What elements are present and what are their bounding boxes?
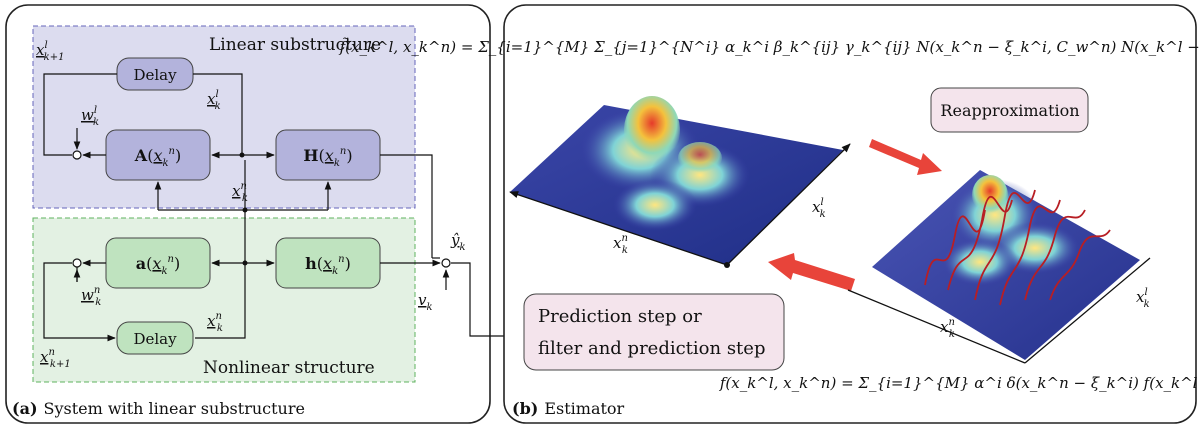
sum-node-nonlinear <box>72 258 82 268</box>
delay-block-bottom <box>116 321 194 355</box>
red-arrow-prediction <box>768 253 855 291</box>
left-axis-xl-label: xl k <box>812 197 826 220</box>
formula-top: f̃(x_k^l, x_k^n) = Σ_{i=1}^{M} Σ_{j=1}^{… <box>339 38 1202 56</box>
right-axis-xn-label: xn k <box>940 317 955 340</box>
panel-a: Linear substructure Nonlinear structure … <box>5 4 515 424</box>
left-surface-peak-2 <box>678 142 722 174</box>
right-axis-xl <box>1024 257 1151 364</box>
label-xl-k: xl k <box>207 89 221 112</box>
sum-node-linear <box>72 150 82 160</box>
label-xl-k1: xl k+1 <box>36 40 64 63</box>
delay-top-label: Delay <box>133 66 177 84</box>
sum-node-output <box>441 258 451 268</box>
label-xn-k-mid: xn k <box>232 181 248 204</box>
label-xn-k-bottom: xn k <box>207 311 223 334</box>
left-axis-xl <box>726 143 851 266</box>
label-y-hat: ŷk <box>450 231 466 253</box>
left-origin <box>724 262 730 268</box>
block-h-label: h(xkn) <box>305 254 351 277</box>
right-axis-xl-label: xl k <box>1136 287 1150 310</box>
block-H-label: H(xkn) <box>303 146 352 169</box>
label-v-k: vk <box>418 291 433 313</box>
nonlinear-wiring <box>43 210 515 342</box>
linear-title: Linear substructure <box>209 35 381 55</box>
prediction-box <box>523 293 785 371</box>
delay-bottom-label: Delay <box>133 330 177 348</box>
right-axis-xn <box>847 289 1026 364</box>
red-arrow-reapprox <box>869 139 942 175</box>
reapproximation-label: Reapproximation <box>940 101 1079 120</box>
panel-a-caption: (a) System with linear substructure <box>12 399 305 418</box>
prediction-line-1: Prediction step or <box>538 306 702 327</box>
junction-nonlinear <box>242 260 248 266</box>
label-xn-k1: xn k+1 <box>40 347 71 370</box>
reapproximation-box <box>930 87 1089 133</box>
formula-bottom: f(x_k^l, x_k^n) = Σ_{i=1}^{M} α^i δ(x_k^… <box>719 374 1202 392</box>
linear-wiring <box>43 73 433 258</box>
left-axis-xn <box>509 191 728 266</box>
label-wn-k: wn k <box>81 285 101 308</box>
junction-linear <box>239 152 245 158</box>
panel-b-caption: (b) Estimator <box>512 399 625 418</box>
label-wl-k: wl k <box>81 105 99 128</box>
left-axis-xn-label: xn k <box>613 233 628 256</box>
left-surface-peak <box>624 96 680 164</box>
nonlinear-title: Nonlinear structure <box>203 358 375 378</box>
panel-b: f̃(x_k^l, x_k^n) = Σ_{i=1}^{M} Σ_{j=1}^{… <box>339 4 1202 424</box>
right-surface-blob-3 <box>942 238 1018 286</box>
left-surface-blob-3 <box>613 179 697 231</box>
right-surface-slices <box>924 189 1111 306</box>
block-A-label: A(xkn) <box>134 146 181 169</box>
prediction-line-2: filter and prediction step <box>538 338 765 359</box>
block-a-label: a(xkn) <box>136 254 180 277</box>
